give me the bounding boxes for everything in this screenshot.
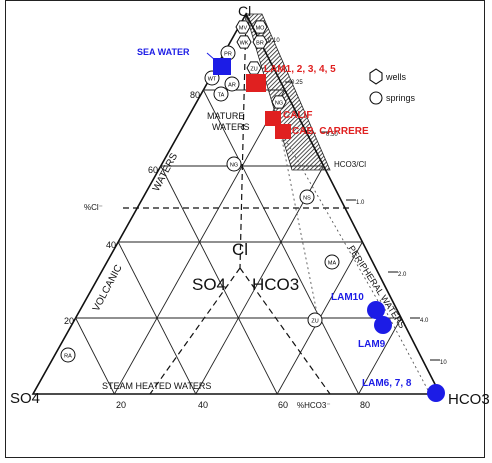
cl-tick-20: 20 xyxy=(64,316,74,326)
spring-code: RA xyxy=(64,354,72,360)
spring-code: PR xyxy=(224,52,232,58)
well-symbol xyxy=(252,20,268,34)
lam1-5-marker xyxy=(246,74,266,92)
grid-hco3-1 xyxy=(358,317,402,395)
boundary-vertical xyxy=(239,13,247,269)
grid-hco3-4 xyxy=(114,89,286,395)
vertex-so4: SO4 xyxy=(10,390,40,407)
legend-well-icon xyxy=(369,68,383,85)
well-code: BR xyxy=(256,41,264,47)
hco3-tick-40: 40 xyxy=(198,400,208,410)
grid-hco3-3 xyxy=(195,165,324,395)
legend-spring-icon xyxy=(369,91,383,105)
grid-so4-1 xyxy=(75,317,115,395)
well-code: MV xyxy=(239,26,248,32)
ratio-axis-label: HCO3/Cl xyxy=(334,160,366,169)
well-symbol xyxy=(235,20,251,34)
spring-symbol xyxy=(224,76,240,92)
cab-carrere-label: CAB. CARRERE xyxy=(292,126,369,137)
mature-label-1: MATURE xyxy=(207,111,244,121)
lam678-label: LAM6, 7, 8 xyxy=(362,378,412,389)
steam-heated-label: STEAM HEATED WATERS xyxy=(102,381,211,391)
well-symbol xyxy=(236,35,252,49)
hco3-tick-20: 20 xyxy=(116,400,126,410)
spring-code: MA xyxy=(328,261,337,267)
calif-marker xyxy=(265,111,281,126)
spring-symbol xyxy=(226,156,242,172)
spring-code: NS xyxy=(303,196,311,202)
spring-symbol xyxy=(307,312,323,328)
calif-label: CALIF xyxy=(283,110,312,121)
ratio-tick-10: 10 xyxy=(440,360,447,366)
ratio-tick-2.0: 2.0 xyxy=(398,272,407,278)
lam9-label: LAM9 xyxy=(358,339,386,350)
sea-water-label: SEA WATER xyxy=(137,47,190,57)
cl-tick-80: 80 xyxy=(190,90,200,100)
hco3-axis-label: %HCO3⁻ xyxy=(297,401,331,410)
vertex-cl: Cl xyxy=(238,3,251,19)
inner-hco3-label: HCO3 xyxy=(252,275,299,294)
boundary-left xyxy=(149,267,241,395)
legend: wells springs xyxy=(369,68,416,105)
well-symbol xyxy=(271,95,287,109)
ratio-tick-marks xyxy=(262,41,440,361)
well-code: MO xyxy=(256,26,266,32)
lam678-marker xyxy=(427,384,445,402)
cl-axis-label: %Cl⁻ xyxy=(84,203,103,212)
lam10-label: LAM10 xyxy=(331,292,364,303)
lam1-5-label: LAM1, 2, 3, 4, 5 xyxy=(264,64,336,75)
dotted-guides xyxy=(279,129,431,395)
triangle-outline xyxy=(31,12,442,395)
legend-springs: springs xyxy=(386,93,416,103)
well-code: NG xyxy=(275,101,283,107)
well-code: ZU xyxy=(250,67,257,73)
cl-tick-60: 60 xyxy=(148,165,158,175)
cab-carrere-marker xyxy=(275,124,291,139)
spring-code: ZU xyxy=(311,319,318,325)
ratio-tick-1.0: 1.0 xyxy=(356,200,365,206)
spring-code: NG xyxy=(230,163,238,169)
spring-symbol xyxy=(213,86,229,102)
inner-cl-label: Cl xyxy=(232,240,248,259)
lam10-marker xyxy=(367,301,385,319)
ratio-tick-4.0: 4.0 xyxy=(420,318,429,324)
spring-symbol xyxy=(299,189,315,205)
well-code: WK xyxy=(240,41,249,47)
hco3-tick-60: 60 xyxy=(278,400,288,410)
boundary-right xyxy=(239,267,331,395)
sea-water-marker xyxy=(213,58,231,75)
spring-code: WT xyxy=(208,77,217,83)
region-boundaries xyxy=(123,13,350,395)
grid-so4-3 xyxy=(160,165,278,395)
vertex-hco3: HCO3 xyxy=(448,391,490,408)
volcanic-label: VOLCANIC xyxy=(91,263,125,313)
spring-code: AR xyxy=(228,83,236,89)
well-symbol xyxy=(252,35,268,49)
inner-so4-label: SO4 xyxy=(192,275,226,294)
hco3-tick-80: 80 xyxy=(360,400,370,410)
lam9-marker xyxy=(374,316,392,334)
mature-label-2: WATERS xyxy=(212,122,250,132)
grid-so4-4 xyxy=(202,89,360,395)
ratio-tick-0.50: 0.50 xyxy=(326,132,338,138)
spring-code: TA xyxy=(218,93,225,99)
ratio-tick-0.10: 0.10 xyxy=(268,38,280,44)
ratio-tick-0.25: 0.25 xyxy=(291,80,303,86)
cl-tick-40: 40 xyxy=(106,240,116,250)
spring-symbol xyxy=(60,347,76,363)
spring-symbol xyxy=(324,254,340,270)
legend-wells: wells xyxy=(385,72,407,82)
